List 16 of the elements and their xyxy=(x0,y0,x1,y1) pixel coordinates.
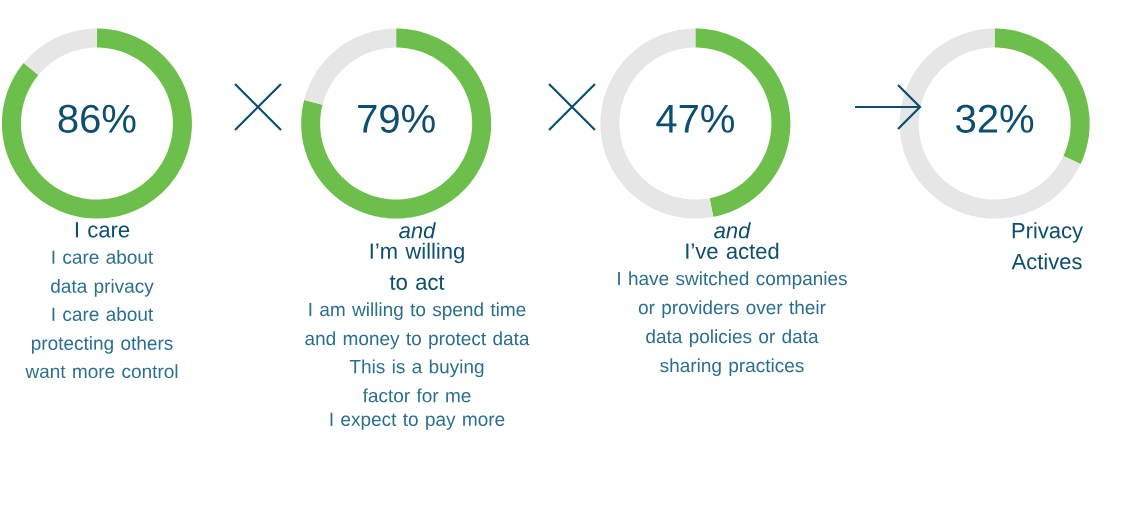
text: want more control xyxy=(25,364,178,379)
text: I care about data privacy xyxy=(51,249,154,297)
data-label: 86% xyxy=(58,104,136,133)
data-label: 47% xyxy=(656,104,734,133)
text: Privacy Actives xyxy=(1011,222,1084,270)
text: I’m willing to act xyxy=(370,242,464,290)
text: I’ve acted xyxy=(686,242,779,259)
text: I am willing to spend time and money to protect data xyxy=(305,302,530,350)
text: I care xyxy=(75,222,130,238)
text: I have switched companies or providers over their data policies or data sharing practices xyxy=(618,271,847,377)
text: and xyxy=(714,222,751,239)
data-label: 32% xyxy=(956,104,1034,133)
text: and xyxy=(399,222,436,239)
text: This is a buying factor for me xyxy=(349,359,484,403)
text: I expect to pay more xyxy=(330,412,505,430)
data-label: 79% xyxy=(358,104,435,133)
